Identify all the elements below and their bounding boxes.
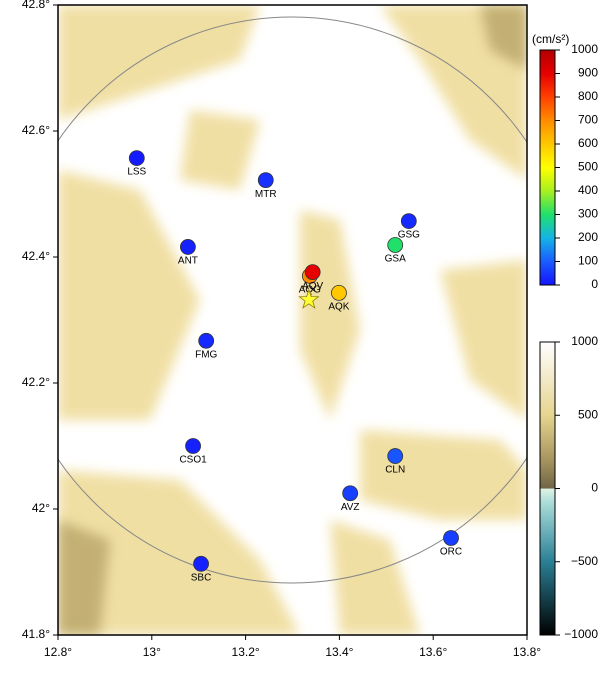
station-label: AQG [299,285,321,296]
x-tick-label: 13.8° [513,645,541,659]
station-marker [400,213,417,229]
station-marker [198,332,215,349]
x-tick-label: 13.6° [419,645,447,659]
colorbar-tick-label: 700 [578,113,598,127]
colorbar-tick-label: 0 [591,277,598,291]
station-label: ANT [178,256,198,267]
station-label: GSA [385,254,406,265]
colorbar [539,341,556,636]
station-label: LSS [127,167,146,178]
station-label: AQV [302,281,323,292]
epicenter-star [298,288,320,309]
y-tick-label: 42.4° [22,249,50,263]
colorbar-tick-label: 800 [578,89,598,103]
station-label: GSG [398,230,420,241]
station-marker [443,530,459,546]
colorbar-tick-label: 900 [578,66,598,80]
station-label: MTR [255,189,277,200]
colorbar-tick-label: 600 [578,136,598,150]
colorbar-tick-label: 300 [578,207,598,221]
station-marker [342,485,359,502]
colorbar-tick-label: 200 [578,230,598,244]
station-label: SBC [191,572,212,583]
colorbar-tick-label: 500 [578,407,598,421]
x-tick-label: 13.4° [325,645,353,659]
station-marker [331,285,347,301]
station-label: AQK [328,302,349,313]
station-label: ORC [440,547,462,558]
station-marker [387,237,404,253]
station-label: FMG [195,349,217,360]
colorbar-tick-label: −500 [571,554,598,568]
station-label: AVZ [341,502,360,513]
colorbar-tick-label: 1000 [571,334,598,348]
x-tick-label: 13.2° [232,645,260,659]
colorbar-tick-label: 500 [578,160,598,174]
colorbar-tick-label: 100 [578,254,598,268]
y-tick-label: 42.6° [22,123,50,137]
y-tick-label: 41.8° [22,627,50,641]
station-marker [387,448,404,464]
y-tick-label: 42.2° [22,375,50,389]
y-tick-label: 42.8° [22,0,50,11]
colorbar-tick-label: 1000 [571,42,598,56]
x-tick-label: 13° [143,645,161,659]
station-marker [128,150,145,166]
y-tick-label: 42° [32,501,50,515]
colorbar-tick-label: 0 [591,481,598,495]
colorbar-tick-label: −1000 [564,627,598,641]
terrain [58,5,527,635]
x-tick-label: 12.8° [44,645,72,659]
station-marker [193,555,209,572]
station-marker [185,438,201,454]
map-frame [57,4,528,636]
station-marker [180,239,196,255]
station-marker [257,172,274,189]
station-label: CLN [385,465,405,476]
station-marker [304,264,321,281]
colorbar-unit: (cm/s²) [532,32,569,46]
colorbar [539,49,556,286]
colorbar-tick-label: 400 [578,183,598,197]
station-label: CSO1 [179,455,207,466]
